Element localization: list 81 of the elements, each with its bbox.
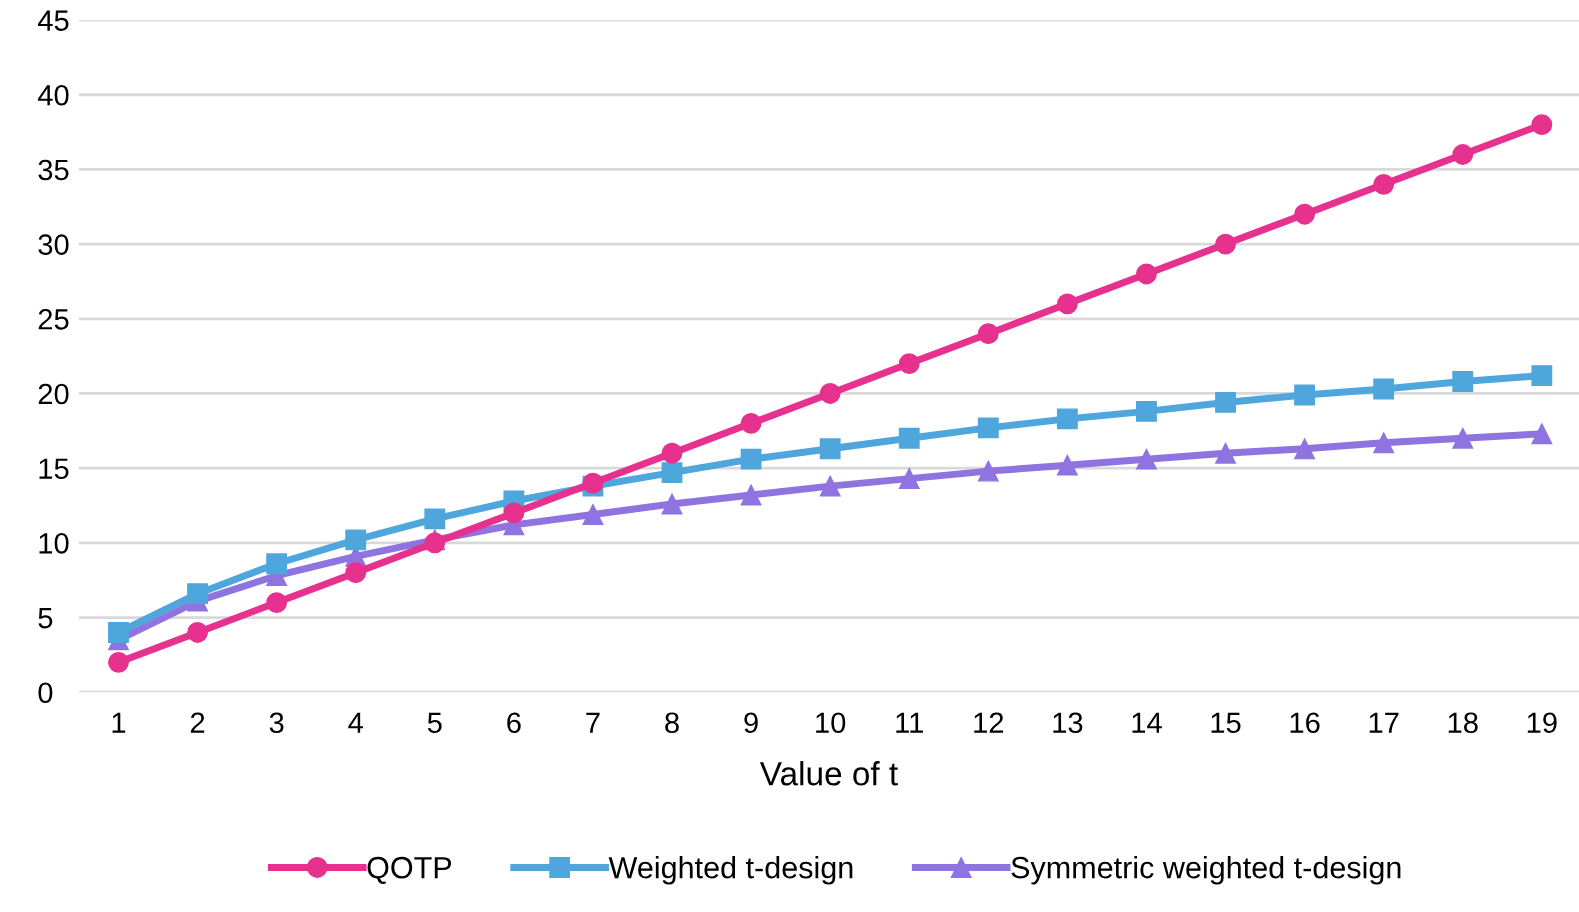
point (266, 553, 288, 575)
point (1373, 173, 1395, 195)
point (819, 383, 841, 404)
y-tick-label: 35 (38, 159, 69, 181)
y-tick-label: 25 (38, 309, 69, 330)
x-tick-label: 3 (269, 712, 284, 734)
point (1136, 400, 1157, 422)
point (1452, 144, 1474, 165)
point (1531, 365, 1553, 386)
point (1215, 392, 1236, 413)
point (503, 502, 525, 524)
y-tick-label: 10 (39, 533, 69, 554)
point (661, 462, 683, 484)
point (740, 484, 762, 506)
point (898, 427, 920, 449)
point (977, 323, 999, 345)
x-tick-label: 6 (507, 712, 521, 734)
x-tick-label: 16 (1290, 712, 1320, 734)
point (1136, 448, 1157, 470)
x-tick-label: 2 (190, 712, 205, 733)
y-tick-label: 30 (38, 234, 69, 255)
point (187, 622, 208, 643)
point (1056, 408, 1078, 430)
point (1294, 438, 1316, 460)
point (1294, 384, 1316, 406)
x-tick-label: 19 (1527, 712, 1557, 734)
point (345, 562, 367, 584)
legend-label: Weighted t-design (608, 856, 853, 885)
y-tick-label: 45 (37, 10, 69, 31)
point (108, 651, 129, 673)
x-tick-label: 18 (1448, 712, 1478, 734)
x-tick-label: 1 (112, 712, 126, 733)
point (345, 529, 367, 551)
y-tick-label: 5 (38, 608, 53, 629)
x-axis-title: Value of t (759, 761, 898, 786)
x-tick-label: 11 (896, 712, 923, 733)
x-tick-label: 8 (665, 712, 679, 734)
point (1136, 263, 1157, 285)
y-tick-label: 20 (38, 383, 69, 405)
point (1452, 371, 1474, 392)
x-tick-label: 12 (974, 712, 1004, 733)
point (582, 504, 604, 525)
x-tick-label: 14 (1132, 712, 1162, 733)
point (1452, 427, 1474, 449)
point (424, 532, 446, 554)
point (266, 592, 288, 614)
point (1056, 454, 1078, 476)
point (898, 468, 920, 490)
point (108, 622, 129, 643)
point (1294, 203, 1316, 225)
x-tick-label: 15 (1211, 712, 1241, 734)
point (661, 493, 683, 515)
y-tick-label: 0 (38, 682, 53, 704)
point (977, 460, 999, 482)
point (740, 448, 762, 470)
x-tick-label: 5 (427, 712, 442, 734)
x-tick-label: 13 (1053, 712, 1083, 734)
point (1373, 378, 1395, 400)
legend-label: Symmetric weighted t-design (1011, 856, 1401, 885)
point (424, 508, 446, 530)
x-tick-label: 9 (744, 712, 758, 734)
point (1531, 114, 1553, 136)
point (1215, 233, 1236, 255)
point (819, 438, 841, 460)
point (977, 417, 999, 439)
x-tick-label: 10 (816, 712, 846, 734)
point (1056, 293, 1078, 315)
point (1215, 442, 1236, 464)
y-tick-label: 15 (39, 458, 69, 480)
y-tick-label: 40 (37, 84, 69, 106)
point (740, 412, 762, 434)
point (661, 442, 683, 464)
point (898, 353, 920, 375)
point (1373, 432, 1395, 454)
point (187, 583, 208, 605)
point (819, 475, 841, 497)
x-tick-label: 7 (586, 712, 600, 733)
x-tick-label: 17 (1369, 712, 1399, 733)
legend-label: QOTP (367, 856, 452, 884)
point (1531, 423, 1553, 445)
x-tick-label: 4 (348, 712, 363, 733)
